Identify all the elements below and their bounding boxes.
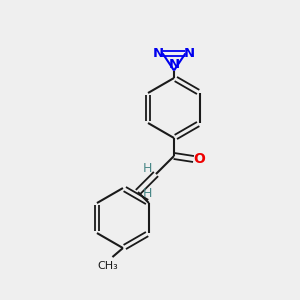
- Text: N: N: [184, 47, 195, 60]
- Text: H: H: [142, 187, 152, 200]
- Text: CH₃: CH₃: [98, 261, 118, 271]
- Text: N: N: [153, 47, 164, 60]
- Text: N: N: [168, 58, 180, 70]
- Text: H: H: [143, 162, 152, 175]
- Text: O: O: [194, 152, 206, 166]
